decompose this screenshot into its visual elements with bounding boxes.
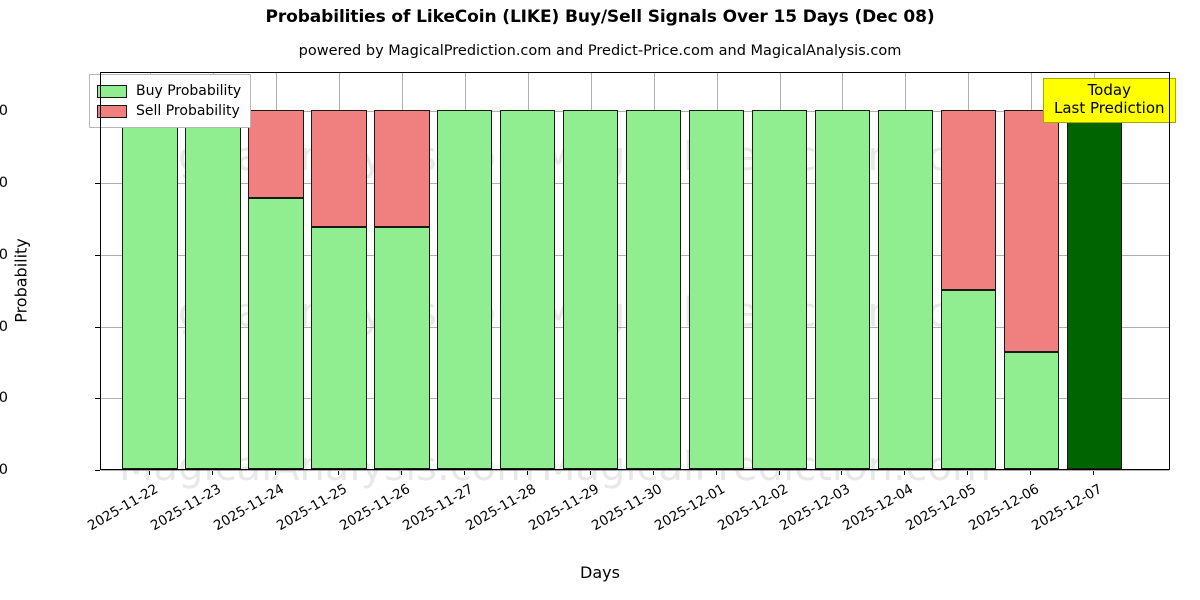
- bar-segment-buy[interactable]: [185, 110, 241, 469]
- bar-segment-buy[interactable]: [877, 110, 934, 469]
- y-tick-label: 60: [0, 246, 8, 263]
- bar-segment-buy[interactable]: [437, 110, 493, 469]
- bar-segment-sell[interactable]: [248, 110, 304, 199]
- bar-2025-12-07[interactable]: [1066, 71, 1122, 469]
- x-tick-mark: [1030, 470, 1032, 475]
- bar-2025-12-01[interactable]: [688, 71, 745, 469]
- gridline-horizontal: [101, 470, 1169, 471]
- x-tick-mark: [715, 470, 717, 475]
- bar-2025-12-02[interactable]: [751, 71, 808, 469]
- bar-segment-buy[interactable]: [751, 110, 808, 469]
- x-tick-mark: [778, 470, 780, 475]
- legend-item-buy: Buy Probability: [97, 81, 241, 101]
- x-tick-mark: [652, 470, 654, 475]
- y-tick-mark: [95, 254, 100, 256]
- today-annotation-line2: Last Prediction: [1054, 98, 1165, 117]
- x-tick-mark: [1093, 470, 1095, 475]
- bar-2025-12-04[interactable]: [877, 71, 934, 469]
- bar-2025-11-29[interactable]: [562, 71, 619, 469]
- bar-2025-11-22[interactable]: [122, 71, 178, 469]
- bar-segment-buy[interactable]: [688, 110, 745, 469]
- x-tick-mark: [526, 470, 528, 475]
- x-tick-mark: [400, 470, 402, 475]
- bar-segment-buy[interactable]: [500, 110, 556, 469]
- bar-segment-buy[interactable]: [374, 226, 430, 469]
- today-annotation: Today Last Prediction: [1043, 78, 1176, 124]
- bar-2025-11-25[interactable]: [311, 71, 367, 469]
- bar-segment-buy[interactable]: [122, 110, 178, 469]
- y-tick-label: 100: [0, 103, 8, 120]
- bar-segment-buy[interactable]: [940, 289, 996, 469]
- bar-segment-today[interactable]: [1066, 110, 1122, 469]
- legend-swatch-sell: [97, 104, 127, 118]
- x-tick-mark: [841, 470, 843, 475]
- bar-segment-sell[interactable]: [940, 110, 996, 290]
- bar-2025-11-28[interactable]: [500, 71, 556, 469]
- x-tick-mark: [904, 470, 906, 475]
- x-axis-label: Days: [580, 563, 620, 582]
- legend-label-buy: Buy Probability: [136, 83, 242, 99]
- x-tick-mark: [967, 470, 969, 475]
- bar-segment-sell[interactable]: [1003, 110, 1059, 353]
- x-tick-mark: [463, 470, 465, 475]
- x-tick-mark: [212, 470, 214, 475]
- bar-segment-buy[interactable]: [562, 110, 619, 469]
- legend-label-sell: Sell Probability: [136, 103, 240, 119]
- bar-segment-buy[interactable]: [311, 226, 367, 469]
- legend-item-sell: Sell Probability: [97, 101, 241, 121]
- y-tick-mark: [95, 398, 100, 400]
- y-tick-mark: [95, 183, 100, 185]
- today-annotation-line1: Today: [1087, 81, 1131, 99]
- legend-swatch-buy: [97, 84, 127, 98]
- bar-2025-11-24[interactable]: [248, 71, 304, 469]
- bar-segment-sell[interactable]: [374, 110, 430, 227]
- bar-2025-11-27[interactable]: [437, 71, 493, 469]
- bar-segment-sell[interactable]: [311, 110, 367, 227]
- bar-2025-12-03[interactable]: [814, 71, 871, 469]
- chart-legend: Buy Probability Sell Probability: [89, 74, 252, 128]
- bar-2025-11-26[interactable]: [374, 71, 430, 469]
- x-tick-mark: [337, 470, 339, 475]
- y-axis-label: Probability: [11, 238, 31, 323]
- bar-2025-11-23[interactable]: [185, 71, 241, 469]
- bar-segment-buy[interactable]: [814, 110, 871, 469]
- bar-segment-buy[interactable]: [1003, 352, 1059, 469]
- bar-segment-buy[interactable]: [248, 198, 304, 469]
- y-tick-label: 0: [0, 462, 8, 478]
- chart-subtitle: powered by MagicalPrediction.com and Pre…: [298, 43, 902, 59]
- y-tick-mark: [95, 470, 100, 471]
- chart-title: Probabilities of LikeCoin (LIKE) Buy/Sel…: [265, 7, 935, 27]
- x-tick-mark: [274, 470, 276, 475]
- plot-area: MagicalAnalysis.comMagicalPrediction.com…: [100, 71, 1170, 490]
- bar-2025-11-30[interactable]: [625, 71, 682, 469]
- y-tick-label: 20: [0, 390, 8, 407]
- bar-segment-buy[interactable]: [625, 110, 682, 469]
- y-tick-label: 40: [0, 318, 8, 335]
- x-tick-mark: [589, 470, 591, 475]
- bar-2025-12-05[interactable]: [940, 71, 996, 469]
- bar-2025-12-06[interactable]: [1003, 71, 1059, 469]
- y-tick-label: 80: [0, 175, 8, 192]
- y-tick-mark: [95, 326, 100, 328]
- x-tick-mark: [149, 470, 151, 475]
